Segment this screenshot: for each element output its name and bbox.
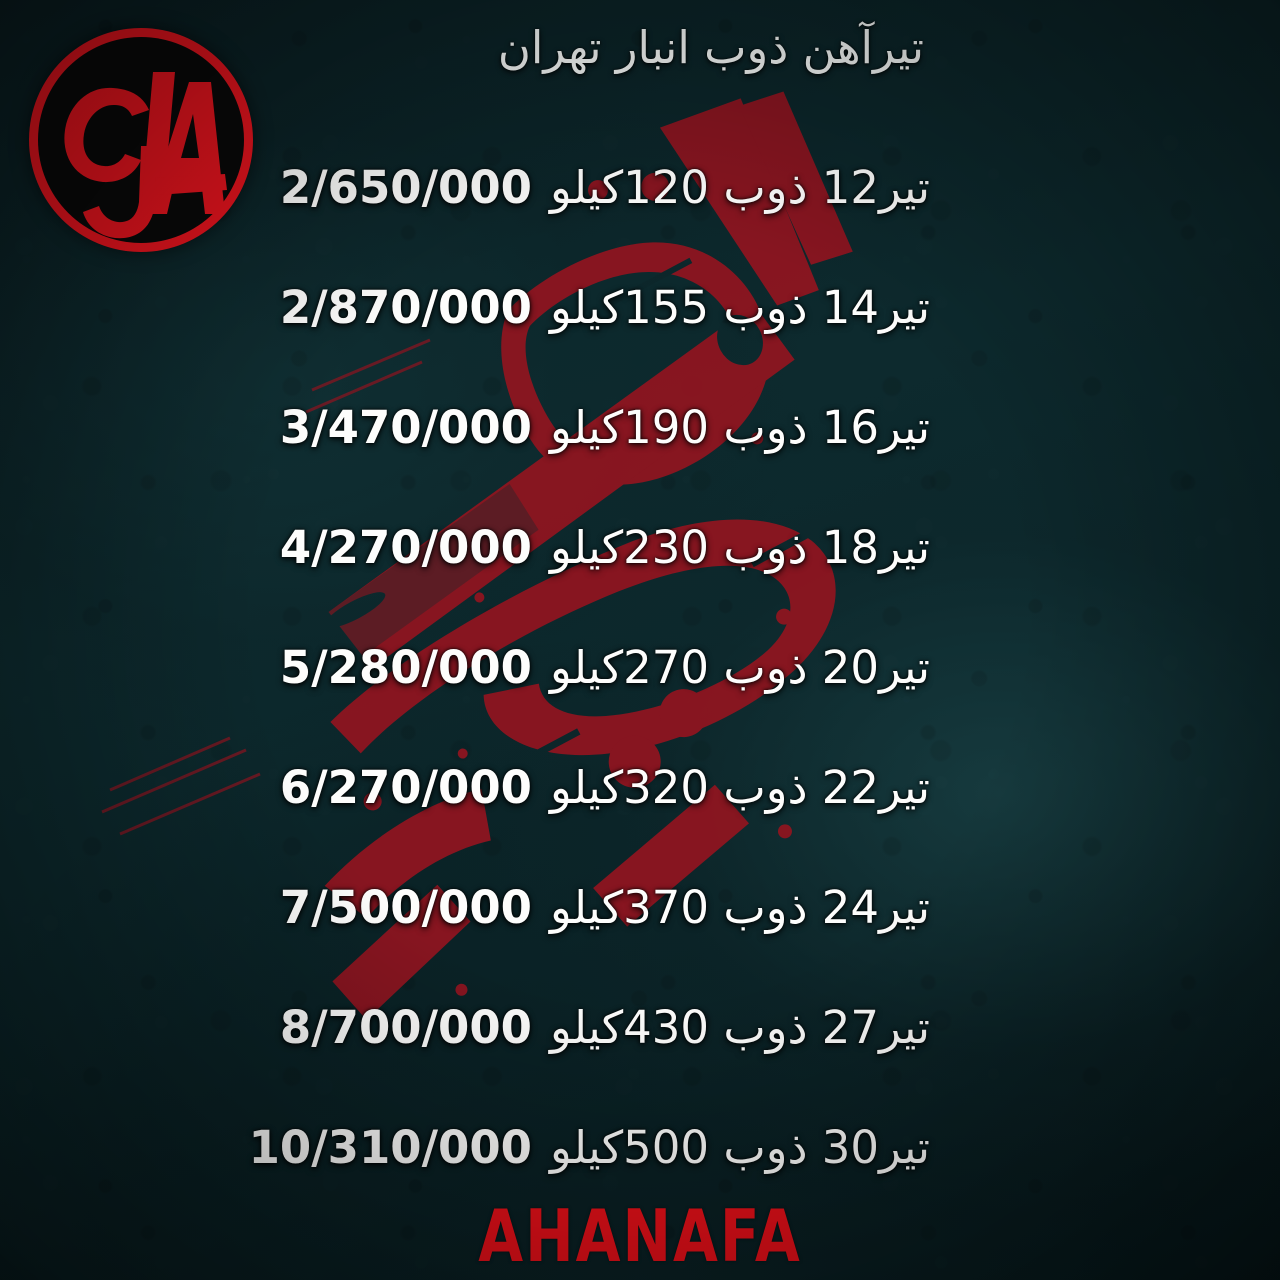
beam-spec: تیر22 ذوب 320کیلو (549, 761, 930, 814)
beam-price: 3/470/000 (279, 401, 532, 454)
page-title: تیرآهن ذوب انبار تهران (497, 21, 925, 74)
beam-spec: تیر12 ذوب 120کیلو (549, 161, 930, 214)
beam-spec: تیر14 ذوب 155کیلو (549, 281, 930, 334)
brand-wordmark: AHANAFA (478, 1193, 802, 1279)
beam-price: 4/270/000 (279, 521, 532, 574)
beam-spec: تیر27 ذوب 430کیلو (549, 1001, 930, 1054)
beam-price: 7/500/000 (279, 881, 532, 934)
beam-price: 8/700/000 (279, 1001, 532, 1054)
beam-spec: تیر18 ذوب 230کیلو (549, 521, 930, 574)
beam-price: 2/870/000 (279, 281, 532, 334)
beam-price: 10/310/000 (248, 1121, 532, 1174)
beam-spec: تیر30 ذوب 500کیلو (549, 1121, 930, 1174)
beam-spec: تیر24 ذوب 370کیلو (549, 881, 930, 934)
beam-price: 2/650/000 (279, 161, 532, 214)
beam-price: 5/280/000 (279, 641, 532, 694)
beam-spec: تیر20 ذوب 270کیلو (549, 641, 930, 694)
beam-price: 6/270/000 (279, 761, 532, 814)
beam-spec: تیر16 ذوب 190کیلو (549, 401, 930, 454)
